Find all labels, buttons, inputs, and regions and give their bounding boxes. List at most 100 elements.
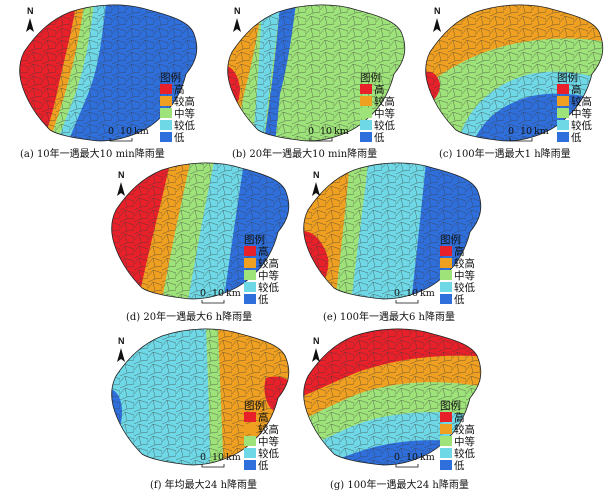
- svg-text:较低: 较低: [571, 119, 592, 132]
- svg-text:N: N: [313, 336, 320, 346]
- svg-text:高: 高: [571, 83, 582, 96]
- svg-text:图例: 图例: [244, 399, 265, 412]
- svg-text:低: 低: [454, 459, 465, 472]
- svg-text:图例: 图例: [244, 233, 265, 246]
- svg-text:中等: 中等: [258, 435, 279, 448]
- map-d: [111, 162, 290, 300]
- legend: 图例 高 较高 中等 较低 低: [557, 71, 592, 144]
- svg-text:km: km: [226, 452, 241, 463]
- svg-text:图例: 图例: [557, 71, 578, 84]
- svg-text:0: 0: [394, 288, 400, 299]
- svg-text:高: 高: [258, 411, 269, 424]
- svg-text:较低: 较低: [454, 447, 475, 460]
- svg-text:高: 高: [174, 83, 185, 96]
- svg-text:较高: 较高: [454, 257, 475, 270]
- legend: 图例 高 较高 中等 较低 低: [244, 233, 279, 306]
- svg-text:km: km: [226, 288, 241, 299]
- scale-bar: 0 10 km: [308, 126, 349, 142]
- north-arrow-icon: N: [433, 6, 441, 32]
- svg-text:10: 10: [406, 452, 418, 463]
- svg-text:中等: 中等: [454, 435, 475, 448]
- caption-c: (c) 100年一遇最大1 h降雨量: [439, 147, 571, 160]
- svg-text:较高: 较高: [571, 95, 592, 108]
- caption-d: (d) 20年一遇最大6 h降雨量: [126, 310, 252, 323]
- captions: (a) 10年一遇最大10 min降雨量 (b) 20年一遇最大10 min降雨…: [20, 147, 571, 491]
- svg-text:较低: 较低: [454, 281, 475, 294]
- scale-bar: 0 10 km: [108, 126, 149, 142]
- scale-bars: 0 10 km 0 10 km 0 10 km 0 10 km 0 10 km: [108, 126, 549, 468]
- north-arrow-icon: N: [233, 6, 241, 32]
- north-arrows: N N N N N N N: [26, 6, 441, 362]
- svg-text:低: 低: [454, 293, 465, 306]
- svg-text:0: 0: [394, 452, 400, 463]
- svg-text:中等: 中等: [454, 269, 475, 282]
- svg-text:N: N: [27, 6, 34, 16]
- svg-text:高: 高: [454, 245, 465, 258]
- legend: 图例 高 较高 中等 较低 低: [360, 71, 395, 144]
- caption-b: (b) 20年一遇最大10 min降雨量: [232, 147, 377, 160]
- svg-text:低: 低: [258, 293, 269, 306]
- scale-bar: 0 10 km: [200, 288, 241, 304]
- svg-text:10: 10: [406, 288, 418, 299]
- legend: 图例 高 较高 中等 较低 低: [160, 71, 195, 144]
- svg-text:低: 低: [174, 131, 185, 144]
- svg-text:N: N: [118, 170, 125, 180]
- svg-text:图例: 图例: [440, 399, 461, 412]
- svg-text:较低: 较低: [258, 281, 279, 294]
- svg-text:高: 高: [374, 83, 385, 96]
- north-arrow-icon: N: [117, 336, 125, 362]
- scale-bar: 0 10 km: [200, 452, 241, 468]
- north-arrow-icon: N: [26, 6, 34, 32]
- legend: 图例 高 较高 中等 较低 低: [244, 399, 279, 472]
- svg-text:中等: 中等: [571, 107, 592, 120]
- caption-e: (e) 100年一遇最大6 h降雨量: [323, 310, 455, 323]
- caption-a: (a) 10年一遇最大10 min降雨量: [20, 147, 165, 160]
- svg-text:较低: 较低: [374, 119, 395, 132]
- svg-text:中等: 中等: [258, 269, 279, 282]
- svg-text:低: 低: [258, 459, 269, 472]
- map-g: [303, 328, 482, 466]
- svg-text:10: 10: [120, 126, 132, 137]
- map-e: [303, 162, 482, 300]
- svg-text:0: 0: [200, 288, 206, 299]
- svg-text:10: 10: [212, 288, 224, 299]
- svg-text:0: 0: [108, 126, 114, 137]
- svg-text:较低: 较低: [174, 119, 195, 132]
- svg-text:N: N: [234, 6, 241, 16]
- scale-bar: 0 10 km: [508, 126, 549, 142]
- svg-text:图例: 图例: [360, 71, 381, 84]
- svg-text:中等: 中等: [174, 107, 195, 120]
- svg-text:图例: 图例: [160, 71, 181, 84]
- svg-text:较高: 较高: [454, 423, 475, 436]
- svg-text:较高: 较高: [258, 257, 279, 270]
- legend: 图例 高 较高 中等 较低 低: [440, 233, 475, 306]
- svg-text:0: 0: [308, 126, 314, 137]
- svg-text:km: km: [334, 126, 349, 137]
- scale-bar: 0 10 km: [394, 452, 435, 468]
- svg-text:N: N: [434, 6, 441, 16]
- svg-text:0: 0: [508, 126, 514, 137]
- svg-text:较高: 较高: [258, 423, 279, 436]
- svg-text:10: 10: [212, 452, 224, 463]
- svg-text:较低: 较低: [258, 447, 279, 460]
- scale-bar: 0 10 km: [394, 288, 435, 304]
- svg-text:低: 低: [374, 131, 385, 144]
- caption-g: (g) 100年一遇最大24 h降雨量: [330, 478, 469, 491]
- legends: 图例 高 较高 中等 较低 低 图例 高 较高 中等 较低 低 图例 高 较高 …: [160, 71, 592, 472]
- svg-text:较高: 较高: [374, 95, 395, 108]
- svg-text:低: 低: [571, 131, 582, 144]
- north-arrow-icon: N: [312, 170, 320, 196]
- svg-text:较高: 较高: [174, 95, 195, 108]
- caption-f: (f) 年均最大24 h降雨量: [150, 478, 257, 491]
- svg-text:km: km: [420, 288, 435, 299]
- north-arrow-icon: N: [312, 336, 320, 362]
- svg-text:km: km: [534, 126, 549, 137]
- svg-text:图例: 图例: [440, 233, 461, 246]
- legend: 图例 高 较高 中等 较低 低: [440, 399, 475, 472]
- svg-text:高: 高: [258, 245, 269, 258]
- svg-text:km: km: [134, 126, 149, 137]
- svg-text:km: km: [420, 452, 435, 463]
- north-arrow-icon: N: [117, 170, 125, 196]
- svg-text:N: N: [313, 170, 320, 180]
